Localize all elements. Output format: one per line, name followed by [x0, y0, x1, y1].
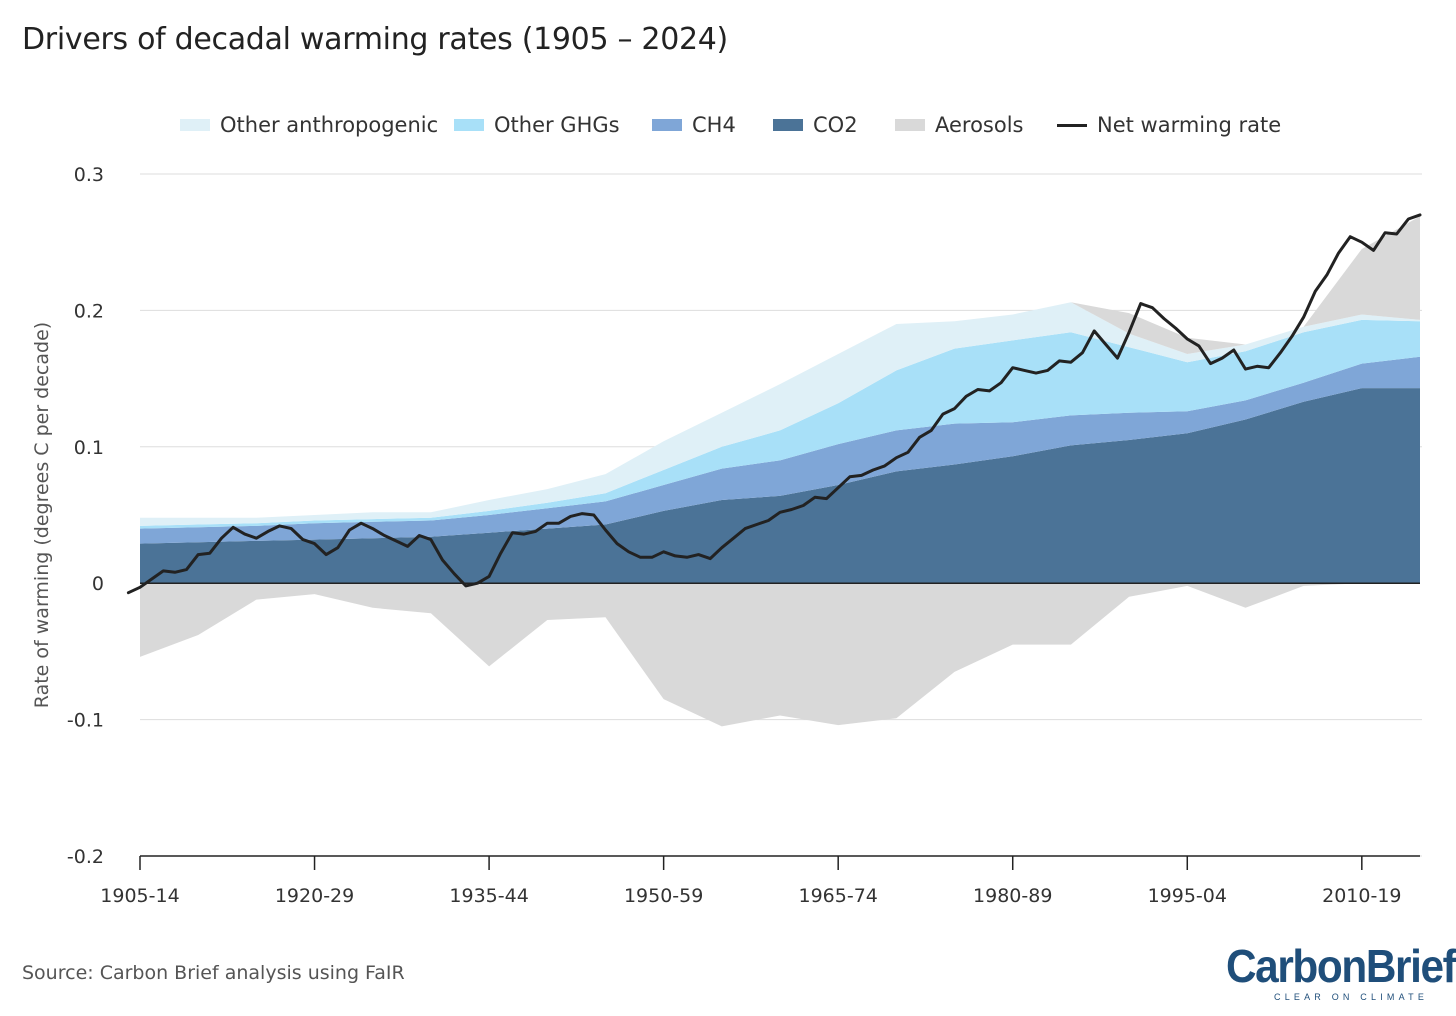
carbon-brief-logo: CarbonBrief CLEAR ON CLIMATE	[1226, 938, 1456, 1008]
legend-label-other-anthropogenic: Other anthropogenic	[220, 113, 439, 137]
y-tick-label: -0.1	[67, 710, 104, 732]
axes: -0.2 -0.1 0 0.1 0.2 0.3 1905-14 1920-29 1935-44 1…	[67, 164, 1420, 907]
chart-title: Drivers of decadal warming rates (1905 –…	[22, 22, 728, 57]
x-tick-label: 1905-14	[100, 885, 179, 907]
legend-item-net-warming-rate: Net warming rate	[1057, 110, 1281, 140]
stacked-areas	[140, 216, 1420, 727]
legend-label-ch4: CH4	[692, 113, 736, 137]
x-tick-label: 1995-04	[1148, 885, 1227, 907]
legend-label-other-ghgs: Other GHGs	[494, 113, 620, 137]
legend-label-co2: CO2	[813, 113, 858, 137]
brand-tagline: CLEAR ON CLIMATE	[1274, 992, 1429, 1002]
x-tick-label: 1950-59	[624, 885, 703, 907]
legend-swatch-ch4	[652, 119, 682, 131]
legend-item-aerosols: Aerosols	[895, 110, 1024, 140]
x-tick-label: 1920-29	[275, 885, 354, 907]
y-axis-title: Rate of warming (degrees C per decade)	[31, 322, 53, 708]
legend-swatch-other-ghgs	[454, 119, 484, 131]
net-warming-line-layer	[126, 213, 1422, 595]
legend: Other anthropogenic Other GHGs CH4 CO2 A…	[0, 110, 1456, 140]
brand-wordmark: CarbonBrief	[1226, 940, 1456, 992]
x-tick-label: 1965-74	[798, 885, 877, 907]
net-warming-rate-line	[126, 213, 1422, 595]
legend-label-aerosols: Aerosols	[935, 113, 1024, 137]
legend-item-co2: CO2	[773, 110, 858, 140]
y-tick-label: 0.1	[74, 437, 104, 459]
legend-swatch-aerosols	[895, 119, 925, 131]
y-tick-label: 0.2	[74, 300, 104, 322]
legend-label-net-warming-rate: Net warming rate	[1097, 113, 1282, 137]
x-tick-label: 2010-19	[1322, 885, 1401, 907]
x-tick-label: 1980-89	[973, 885, 1052, 907]
area-aerosols-negative	[140, 583, 1420, 727]
x-tick-label: 1935-44	[449, 885, 528, 907]
y-tick-label: -0.2	[67, 846, 104, 868]
y-tick-label: 0.3	[74, 164, 104, 186]
legend-item-other-anthropogenic: Other anthropogenic	[180, 110, 438, 140]
legend-line-net-warming-rate	[1057, 123, 1087, 127]
legend-item-ch4: CH4	[652, 110, 736, 140]
legend-item-other-ghgs: Other GHGs	[454, 110, 620, 140]
y-tick-label: 0	[92, 573, 104, 595]
area-co2	[140, 388, 1420, 584]
area-other-anthropogenic	[140, 302, 1420, 526]
source-note: Source: Carbon Brief analysis using FaIR	[22, 962, 405, 984]
legend-swatch-co2	[773, 119, 803, 131]
legend-swatch-other-anthropogenic	[180, 119, 210, 131]
area-other-ghgs	[140, 319, 1420, 529]
